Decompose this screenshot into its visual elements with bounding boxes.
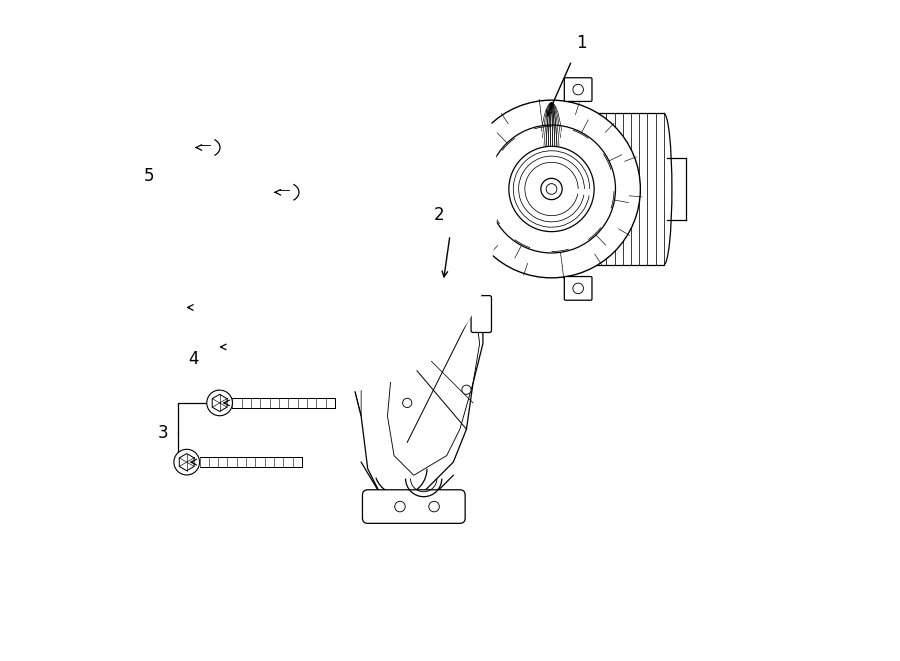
Circle shape <box>508 146 594 231</box>
Circle shape <box>428 501 439 512</box>
Circle shape <box>573 283 583 293</box>
Circle shape <box>541 178 562 200</box>
Circle shape <box>457 305 469 317</box>
Circle shape <box>174 449 200 475</box>
Circle shape <box>488 125 616 253</box>
Circle shape <box>462 385 471 395</box>
Text: 3: 3 <box>158 424 168 442</box>
Circle shape <box>415 233 452 270</box>
Ellipse shape <box>272 182 299 202</box>
Ellipse shape <box>193 137 220 157</box>
Circle shape <box>546 184 557 194</box>
Circle shape <box>395 325 406 336</box>
Circle shape <box>362 252 381 271</box>
Text: 1: 1 <box>576 34 587 52</box>
FancyBboxPatch shape <box>9 0 418 351</box>
Circle shape <box>402 399 412 408</box>
FancyBboxPatch shape <box>471 295 491 332</box>
Text: 2: 2 <box>434 206 444 224</box>
Polygon shape <box>348 252 483 508</box>
FancyBboxPatch shape <box>363 490 465 524</box>
Ellipse shape <box>198 142 215 153</box>
FancyBboxPatch shape <box>564 276 592 300</box>
FancyBboxPatch shape <box>564 78 592 101</box>
Text: 4: 4 <box>188 350 199 368</box>
Circle shape <box>573 85 583 95</box>
Ellipse shape <box>277 187 294 198</box>
Circle shape <box>426 243 442 260</box>
Circle shape <box>207 390 232 416</box>
Text: 5: 5 <box>144 167 155 185</box>
Circle shape <box>203 334 230 360</box>
Circle shape <box>171 295 196 321</box>
FancyBboxPatch shape <box>88 0 498 396</box>
Circle shape <box>350 241 392 282</box>
Circle shape <box>395 501 405 512</box>
Circle shape <box>463 100 641 278</box>
